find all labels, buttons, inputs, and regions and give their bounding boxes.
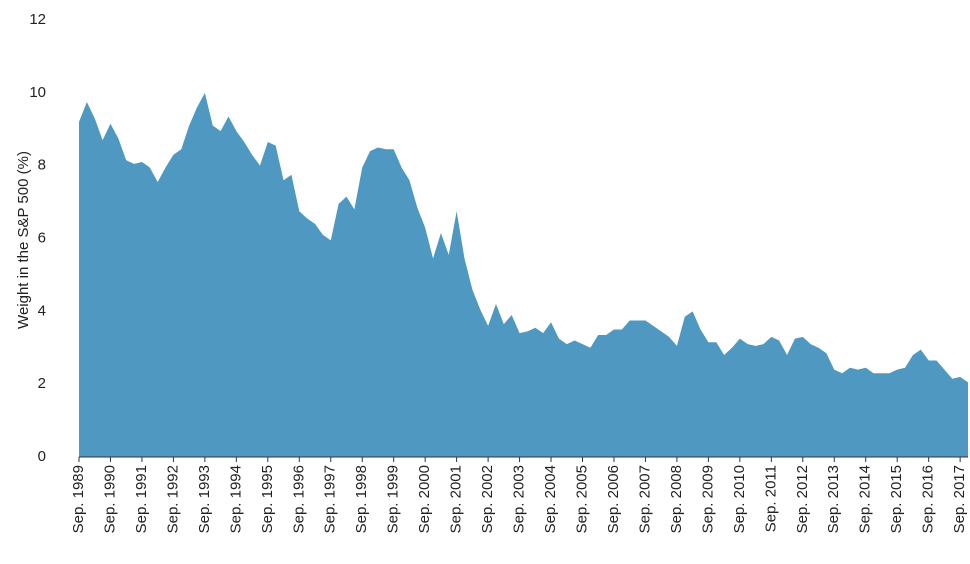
x-tick-label: Sep. 2011 [762,465,779,532]
x-tick-label: Sep. 2016 [920,465,937,533]
x-tick-label: Sep. 1995 [259,465,276,533]
x-tick-label: Sep. 2015 [888,465,905,533]
y-tick-label: 6 [38,229,46,246]
x-tick-label: Sep. 2014 [857,465,874,533]
y-axis-title: Weight in the S&P 500 (%) [15,151,32,329]
x-tick-label: Sep. 1994 [227,465,244,533]
x-tick-label: Sep. 2001 [448,465,465,533]
y-tick-label: 4 [38,302,46,319]
y-tick-label: 0 [38,448,46,465]
x-tick-label: Sep. 1993 [196,465,213,533]
x-tick-label: Sep. 2002 [479,465,496,533]
x-tick-label: Sep. 2004 [542,465,559,533]
y-tick-label: 2 [38,375,46,392]
x-tick-label: Sep. 2009 [699,465,716,533]
x-tick-label: Sep. 1999 [385,465,402,533]
x-tick-label: Sep. 1997 [322,465,339,533]
area [79,92,968,457]
x-tick-label: Sep. 1991 [133,465,150,533]
y-tick-label: 8 [38,157,46,174]
y-tick-label: 12 [29,11,46,28]
x-tick-label: Sep. 2005 [573,465,590,533]
x-tick-label: Sep. 1998 [353,465,370,533]
x-tick-label: Sep. 1996 [290,465,307,533]
x-tick-label: Sep. 1990 [101,465,118,533]
x-tick-label: Sep. 2017 [951,465,968,533]
x-tick-label: Sep. 2012 [794,465,811,533]
y-tick-label: 10 [29,84,46,101]
x-tick-label: Sep. 2000 [416,465,433,533]
x-tick-label: Sep. 2008 [668,465,685,533]
x-tick-label: Sep. 2010 [731,465,748,533]
x-tick-label: Sep. 2006 [605,465,622,533]
x-tick-label: Sep. 2013 [825,465,842,533]
x-tick-label: Sep. 1992 [164,465,181,533]
x-tick-label: Sep. 2003 [511,465,528,533]
x-tick-label: Sep. 2007 [636,465,653,533]
x-tick-label: Sep. 1989 [70,465,87,533]
